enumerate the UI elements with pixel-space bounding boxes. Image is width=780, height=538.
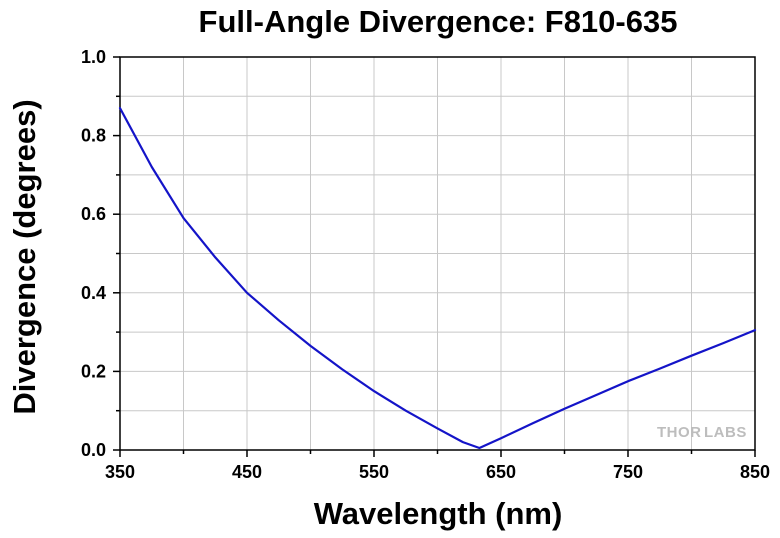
x-tick-label: 850: [740, 462, 770, 482]
watermark-text-a: THOR: [657, 424, 702, 441]
y-axis-label: Divergence (degrees): [7, 99, 42, 414]
x-tick-label: 350: [105, 462, 135, 482]
x-tick-label: 650: [486, 462, 516, 482]
series-layer: [118, 106, 757, 450]
y-tick-label: 0.2: [81, 361, 106, 381]
x-tick-label: 550: [359, 462, 389, 482]
axis-layer: [113, 56, 756, 457]
y-tick-label: 1.0: [81, 47, 106, 67]
tick-label-layer: 350 450 550 650 750 850 0.0 0.2 0.4 0.6 0.8 1.0: [81, 47, 770, 482]
y-tick-label: 0.6: [81, 204, 106, 224]
chart-title: Full-Angle Divergence: F810-635: [199, 4, 678, 39]
y-tick-label: 0.4: [81, 283, 106, 303]
watermark-text-b: LABS: [704, 424, 747, 441]
y-tick-label: 0.8: [81, 126, 106, 146]
x-axis-label: Wavelength (nm): [314, 496, 563, 531]
x-tick-label: 750: [613, 462, 643, 482]
series-line-1: [118, 106, 757, 450]
x-tick-label: 450: [232, 462, 262, 482]
thorlabs-watermark: THOR LABS: [657, 424, 747, 441]
grid-layer: [120, 57, 755, 450]
y-tick-label: 0.0: [81, 440, 106, 460]
